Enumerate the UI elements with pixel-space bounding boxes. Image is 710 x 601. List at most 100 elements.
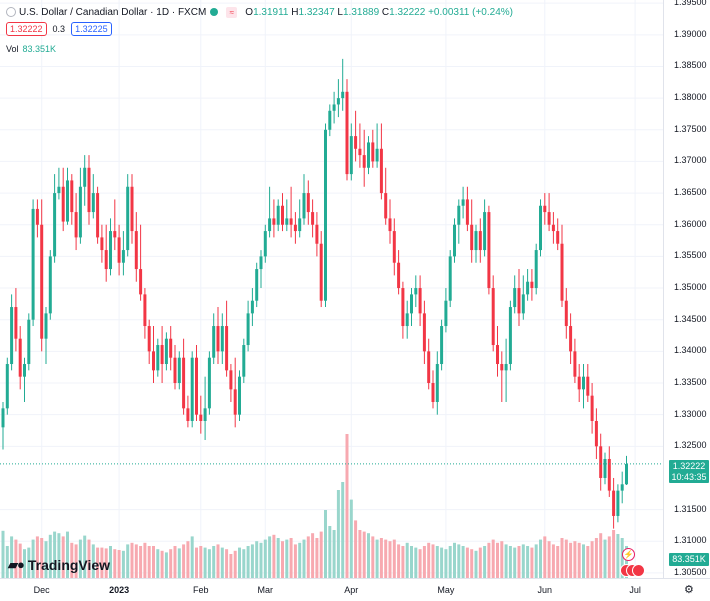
candle-body [422,313,426,352]
volume-bar [160,550,164,578]
candle-body [564,300,568,327]
spread-value: 0.3 [52,24,66,34]
candle-body [508,307,512,365]
candle-body [405,313,409,327]
candle-body [53,193,57,257]
candle-body [186,408,190,421]
volume-bar [504,544,508,578]
candle-body [87,167,91,213]
volume-bar [625,546,628,578]
high-label: H [291,6,299,18]
candle-body [152,351,155,371]
candle-body [478,231,482,251]
candle-body [465,199,469,225]
candle-body [530,281,534,289]
candle-body [586,376,590,396]
volume-bar [612,530,616,578]
candle-body [229,370,233,390]
volume-bar [143,542,147,578]
volume-bar [384,539,388,578]
time-tick-label: Mar [257,585,274,595]
candle-body [577,376,581,390]
volume-bar [418,549,422,578]
candle-body [121,250,125,263]
candle-body [435,364,439,403]
volume-bar [212,546,216,578]
candle-body [496,345,499,365]
volume-bar [349,499,353,578]
candle-body [27,319,31,365]
price-scale[interactable]: 1.39500 1.39000 1.38500 1.38000 1.37500 1.370… [663,0,710,578]
tradingview-logo[interactable]: ▰● TradingView [8,557,110,573]
volume-bar [551,544,555,578]
candle-body [504,364,508,371]
volume-bar [577,542,581,578]
volume-bar [448,546,452,578]
volume-bar [569,542,573,578]
candle-body [616,490,620,516]
candle-body [354,136,358,149]
volume-bar [422,546,426,578]
candle-body [169,338,173,358]
volume-bar [319,531,323,578]
candle-body [164,338,168,365]
volume-bar [336,490,340,578]
candle-body [371,142,375,162]
volume-bar [27,547,31,578]
volume-bar [478,547,482,578]
volume-bar [474,550,478,578]
time-tick-label: Jul [629,585,641,595]
candle-body [358,148,362,156]
price-chart[interactable] [0,0,663,578]
volume-bar [465,547,469,578]
time-axis[interactable]: Dec 2023 Feb Mar Apr May Jun Jul [0,578,710,601]
candle-body [461,199,465,206]
volume-bar [397,544,401,578]
buy-button[interactable]: 1.32225 [71,22,112,36]
flags-icon[interactable] [620,564,645,577]
candle-body [534,250,538,289]
candle-body [104,250,108,270]
candle-body [302,193,306,219]
volume-bar [324,510,327,578]
settings-gear-icon[interactable]: ⚙ [684,584,694,596]
volume-bar [268,536,272,578]
volume-bar [250,544,254,578]
volume-bar [603,539,607,578]
candle-body [521,294,525,314]
volume-bar [173,546,177,578]
candle-body [74,212,78,238]
candle-body [612,490,616,516]
candle-body [31,208,35,320]
candle-body [551,224,555,232]
volume-bar [238,547,241,578]
volume-bar [332,530,336,578]
candle-body [603,458,607,478]
volume-bar [388,541,392,578]
high-value: 1.32347 [298,6,335,18]
volume-bar [564,539,568,578]
candle-body [427,351,431,384]
volume-bar [435,546,439,578]
candle-body [414,288,418,295]
candle-body [289,218,293,225]
volume-bar [586,546,590,578]
volume-bar [130,542,134,578]
candle-body [44,313,48,339]
lightning-icon[interactable]: ⚡ [622,548,635,561]
chart-area[interactable]: U.S. Dollar / Canadian Dollar · 1D · FXC… [0,0,663,578]
volume-bar [341,482,345,578]
close-label: C [381,6,390,18]
candle-body [40,224,44,339]
candle-body [384,193,388,219]
compare-icon[interactable]: ≈ [226,6,238,18]
sell-button[interactable]: 1.32222 [6,22,47,36]
candle-body [500,364,504,371]
time-tick-label: Dec [33,585,50,595]
symbol-title[interactable]: U.S. Dollar / Canadian Dollar · 1D · FXC… [19,6,207,18]
candle-body [246,313,250,346]
volume-value: 83.351K [22,44,57,54]
volume-bar [233,550,237,578]
candle-body [483,212,487,251]
volume-bar [513,547,517,578]
